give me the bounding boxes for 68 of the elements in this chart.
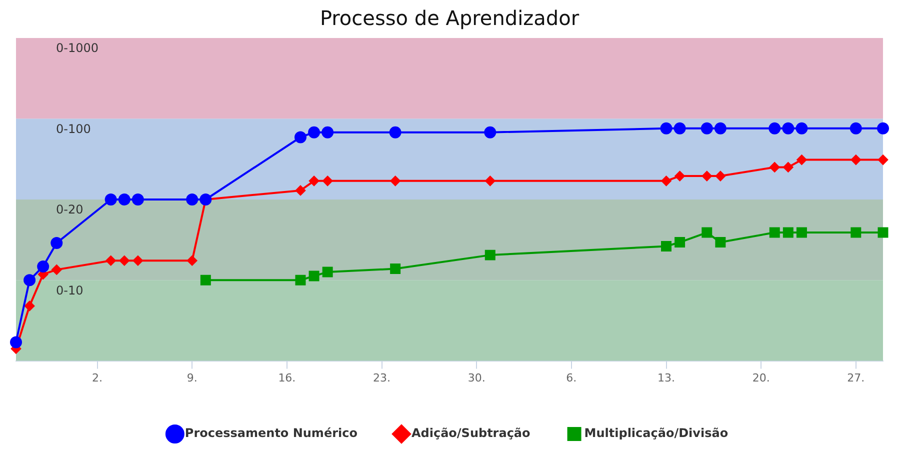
point <box>186 194 198 206</box>
point <box>118 194 130 206</box>
x-tick-label: 23. <box>373 371 391 384</box>
point <box>715 171 726 182</box>
point <box>308 126 320 138</box>
point <box>715 237 726 248</box>
point <box>322 266 333 278</box>
point <box>106 256 116 266</box>
point <box>796 154 807 165</box>
point <box>132 256 143 266</box>
x-tick-label: 13. <box>658 371 675 384</box>
point <box>702 171 712 182</box>
point <box>714 122 726 134</box>
point <box>674 122 686 134</box>
point <box>485 176 496 186</box>
point <box>783 162 794 172</box>
point <box>200 274 211 286</box>
legend-label: Adição/Subtração <box>411 426 530 440</box>
point <box>322 126 334 138</box>
band-label: 0-20 <box>56 202 84 217</box>
point <box>850 122 862 134</box>
x-tick-label: 2. <box>92 371 103 384</box>
point <box>322 176 333 186</box>
point <box>674 171 685 182</box>
point <box>295 274 306 286</box>
legend-label: Processamento Numérico <box>184 426 358 440</box>
point <box>390 176 400 186</box>
point <box>782 227 794 238</box>
point <box>700 122 713 134</box>
point <box>484 126 496 138</box>
point <box>132 194 144 206</box>
band-label: 0-100 <box>56 122 91 136</box>
point <box>850 154 861 165</box>
legend-label: Multiplicação/Divisão <box>584 426 728 440</box>
point <box>484 250 496 260</box>
point <box>770 162 780 172</box>
point <box>768 122 781 134</box>
x-tick-label: 6. <box>566 371 577 384</box>
point <box>119 256 130 266</box>
point <box>390 264 401 274</box>
x-tick-label: 9. <box>186 371 198 384</box>
point <box>661 240 672 252</box>
point <box>389 126 402 138</box>
point <box>308 270 320 282</box>
x-tick-label: 30. <box>468 371 486 384</box>
point <box>660 122 672 134</box>
chart-title: Processo de Aprendizador <box>320 6 580 30</box>
point <box>187 256 198 266</box>
x-tick-label: 16. <box>278 371 296 384</box>
point <box>878 154 888 165</box>
point <box>796 122 808 134</box>
x-tick-label: 27. <box>847 371 865 384</box>
band-label: 0-1000 <box>56 41 99 56</box>
x-tick-label: 20. <box>752 371 770 384</box>
point <box>674 237 686 248</box>
point <box>850 227 862 238</box>
point <box>769 227 780 238</box>
point <box>782 122 794 134</box>
point <box>295 185 306 196</box>
point <box>878 227 888 238</box>
point <box>702 227 712 238</box>
point <box>661 176 672 186</box>
point <box>796 227 807 238</box>
point <box>309 176 320 186</box>
point <box>294 131 306 144</box>
band-label: 0-10 <box>56 283 84 298</box>
point <box>877 122 889 134</box>
point <box>104 194 117 206</box>
